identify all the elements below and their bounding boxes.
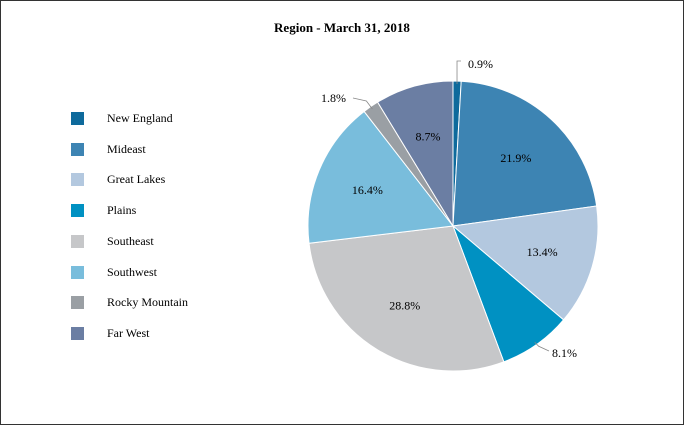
pie-slice-mideast [452, 80, 598, 227]
data-label: 8.1% [552, 346, 577, 360]
data-label: 13.4% [527, 245, 558, 259]
legend-swatch [71, 326, 84, 340]
pie-slice-southeast [308, 225, 505, 372]
legend-item: Mideast [71, 142, 271, 158]
legend-swatch [71, 204, 84, 218]
legend-swatch [71, 142, 84, 156]
data-label: 28.8% [389, 298, 420, 312]
leader-line [352, 97, 373, 110]
pie-slice-far-west [376, 80, 454, 228]
data-label: 0.9% [468, 57, 493, 71]
legend-label: Rocky Mountain [107, 295, 188, 310]
data-label: 8.7% [415, 130, 440, 144]
legend-item: New England [71, 111, 271, 127]
legend-item: Plains [71, 203, 271, 219]
pie-slice-southwest [307, 110, 454, 244]
legend-swatch [71, 234, 84, 248]
leader-line [456, 60, 461, 84]
legend-swatch [71, 265, 84, 279]
legend-item: Southeast [71, 234, 271, 250]
legend-label: New England [107, 111, 173, 125]
data-label: 16.4% [352, 183, 383, 197]
data-label: 21.9% [500, 151, 531, 165]
legend-swatch [71, 173, 84, 187]
legend-label: Southwest [107, 264, 158, 279]
legend-swatch [71, 112, 84, 125]
pie-slice-great-lakes [451, 205, 599, 321]
legend-label: Great Lakes [107, 172, 166, 187]
legend-item: Southwest [71, 265, 271, 281]
legend-label: Southeast [107, 233, 154, 248]
legend-item: Rocky Mountain [71, 295, 271, 311]
leader-line [534, 341, 550, 352]
legend-item: Far West [71, 326, 271, 342]
legend-label: Far West [107, 325, 150, 340]
legend-label: Plains [107, 203, 137, 218]
legend-label: Mideast [107, 141, 146, 156]
legend-swatch [71, 296, 84, 310]
data-label: 1.8% [321, 91, 346, 105]
legend-item: Great Lakes [71, 172, 271, 188]
chart-title: Region - March 31, 2018 [274, 20, 410, 35]
